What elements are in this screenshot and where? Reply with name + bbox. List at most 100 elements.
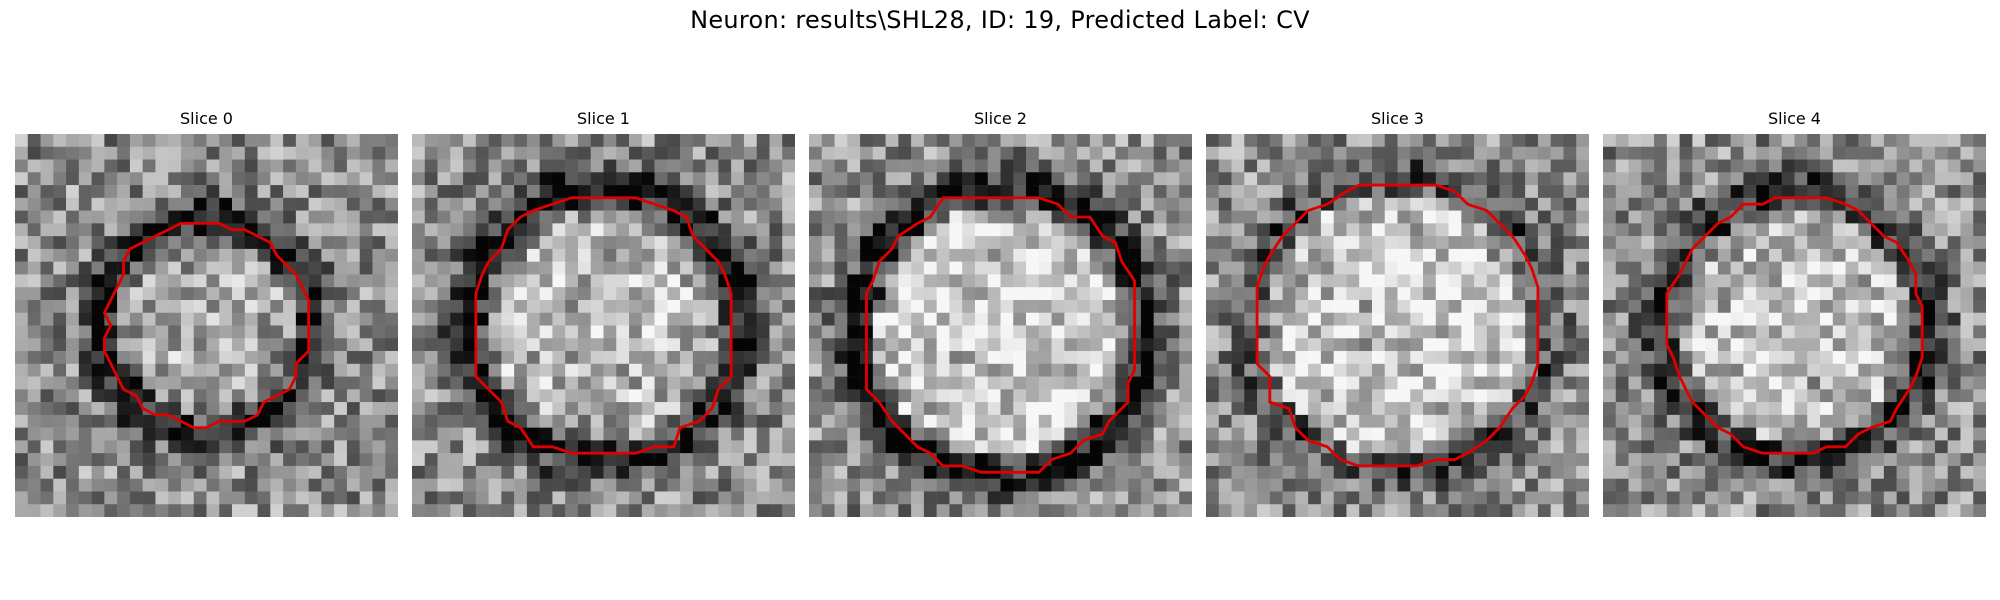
image-pixel [1384, 299, 1398, 313]
image-pixel [180, 172, 194, 186]
image-pixel [1512, 223, 1526, 237]
image-pixel [1537, 376, 1551, 390]
image-pixel [372, 185, 386, 199]
image-pixel [1257, 210, 1271, 224]
image-pixel [1807, 414, 1821, 428]
image-pixel [1525, 287, 1539, 301]
image-pixel [1615, 274, 1629, 288]
image-pixel [1206, 363, 1220, 377]
image-pixel [1102, 440, 1116, 454]
image-pixel [974, 478, 988, 492]
image-pixel [1077, 440, 1091, 454]
image-pixel [1359, 389, 1373, 403]
image-pixel [78, 299, 92, 313]
image-pixel [987, 414, 1001, 428]
image-pixel [1320, 504, 1334, 517]
image-pixel [1000, 185, 1014, 199]
image-pixel [155, 287, 169, 301]
image-pixel [1115, 223, 1129, 237]
image-pixel [1410, 159, 1424, 173]
image-pixel [1410, 465, 1424, 479]
image-pixel [936, 223, 950, 237]
image-pixel [1947, 376, 1961, 390]
image-pixel [501, 185, 515, 199]
image-pixel [847, 389, 861, 403]
image-pixel [1128, 236, 1142, 250]
image-pixel [1537, 210, 1551, 224]
image-pixel [257, 261, 271, 275]
image-pixel [1320, 325, 1334, 339]
image-pixel [206, 299, 220, 313]
image-pixel [756, 453, 770, 467]
image-pixel [1244, 287, 1258, 301]
image-pixel [1909, 504, 1923, 517]
image-pixel [1077, 465, 1091, 479]
image-pixel [1615, 465, 1629, 479]
image-pixel [1781, 197, 1795, 211]
image-pixel [1563, 453, 1577, 467]
image-pixel [1206, 287, 1220, 301]
image-pixel [1820, 414, 1834, 428]
image-pixel [949, 478, 963, 492]
image-pixel [450, 261, 464, 275]
image-pixel [1768, 440, 1782, 454]
image-pixel [219, 376, 233, 390]
image-pixel [463, 299, 477, 313]
image-pixel [526, 159, 540, 173]
image-pixel [270, 274, 284, 288]
image-pixel [1410, 325, 1424, 339]
image-pixel [1781, 465, 1795, 479]
image-pixel [885, 440, 899, 454]
image-pixel [667, 478, 681, 492]
image-pixel [885, 261, 899, 275]
image-pixel [1858, 478, 1872, 492]
image-pixel [1730, 478, 1744, 492]
image-pixel [1934, 465, 1948, 479]
image-pixel [295, 440, 309, 454]
image-pixel [117, 223, 131, 237]
image-pixel [1550, 146, 1564, 160]
image-pixel [1730, 504, 1744, 517]
image-pixel [1896, 376, 1910, 390]
image-pixel [219, 299, 233, 313]
image-pixel [885, 376, 899, 390]
image-pixel [334, 338, 348, 352]
image-pixel [219, 427, 233, 441]
image-pixel [1128, 453, 1142, 467]
image-pixel [821, 299, 835, 313]
image-pixel [1244, 453, 1258, 467]
image-pixel [1768, 210, 1782, 224]
image-pixel [1654, 261, 1668, 275]
image-pixel [1794, 185, 1808, 199]
image-pixel [1051, 440, 1065, 454]
image-pixel [1218, 478, 1232, 492]
image-pixel [321, 197, 335, 211]
image-pixel [1384, 236, 1398, 250]
image-pixel [1756, 504, 1770, 517]
image-pixel [1832, 159, 1846, 173]
image-pixel [334, 402, 348, 416]
image-pixel [1218, 185, 1232, 199]
image-pixel [872, 440, 886, 454]
image-pixel [1435, 363, 1449, 377]
image-pixel [565, 185, 579, 199]
image-pixel [1563, 504, 1577, 517]
image-pixel [1563, 261, 1577, 275]
image-pixel [412, 299, 426, 313]
image-pixel [1909, 414, 1923, 428]
image-pixel [1257, 389, 1271, 403]
image-pixel [769, 427, 783, 441]
image-pixel [1960, 351, 1974, 365]
image-pixel [526, 185, 540, 199]
image-pixel [552, 504, 566, 517]
image-pixel [1576, 453, 1589, 467]
image-pixel [1512, 351, 1526, 365]
image-pixel [1512, 287, 1526, 301]
image-pixel [232, 478, 246, 492]
image-pixel [962, 325, 976, 339]
image-pixel [53, 274, 67, 288]
image-pixel [1384, 325, 1398, 339]
image-pixel [885, 197, 899, 211]
image-pixel [91, 389, 105, 403]
image-pixel [654, 465, 668, 479]
